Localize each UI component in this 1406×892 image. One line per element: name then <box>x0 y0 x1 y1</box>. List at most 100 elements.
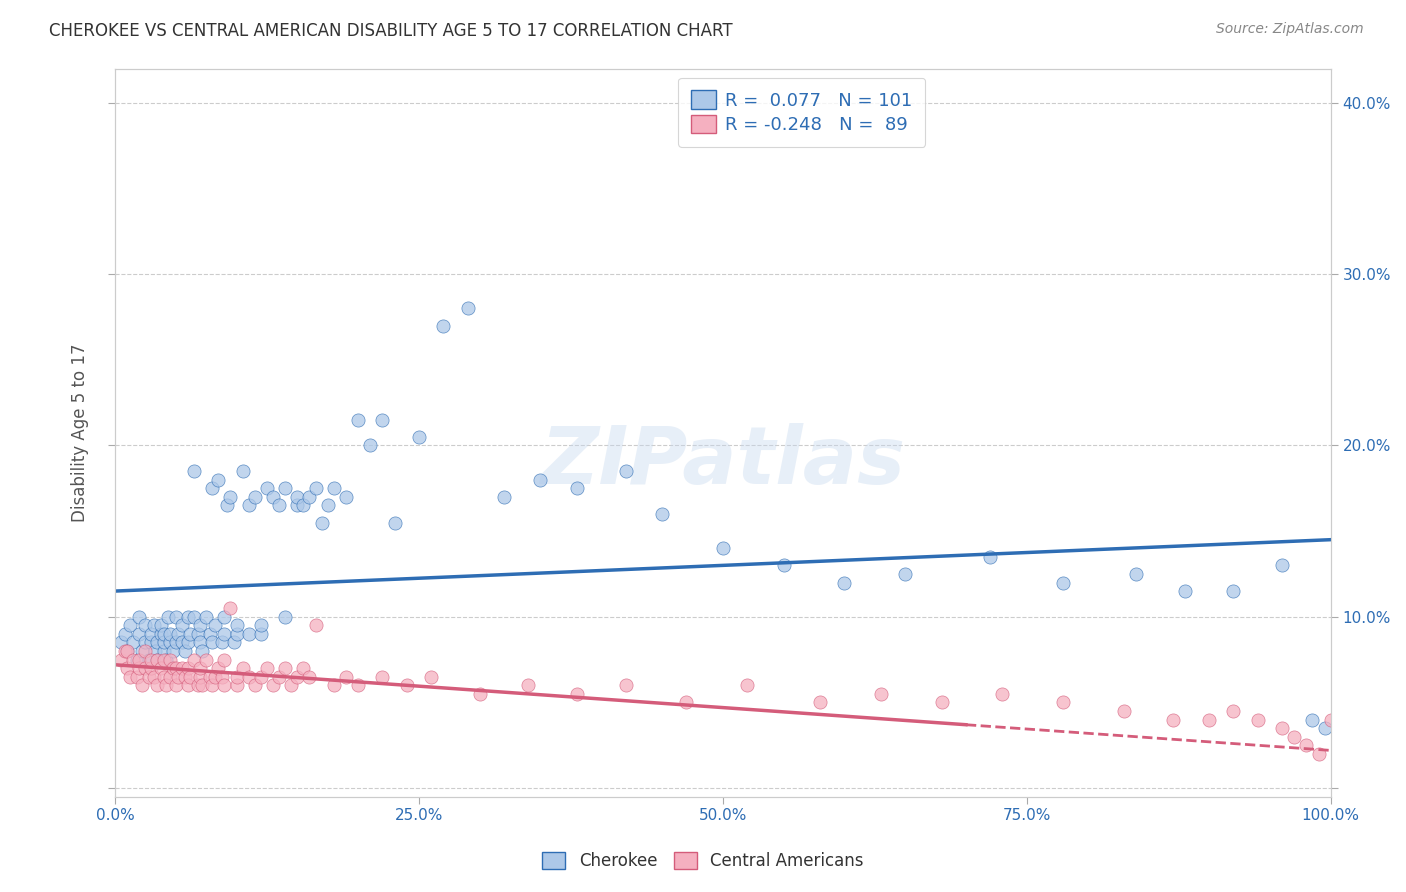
Text: Source: ZipAtlas.com: Source: ZipAtlas.com <box>1216 22 1364 37</box>
Point <box>128 661 150 675</box>
Point <box>262 490 284 504</box>
Point <box>651 507 673 521</box>
Legend: R =  0.077   N = 101, R = -0.248   N =  89: R = 0.077 N = 101, R = -0.248 N = 89 <box>679 78 925 147</box>
Point <box>115 661 138 675</box>
Point <box>675 695 697 709</box>
Point <box>614 464 637 478</box>
Point <box>347 413 370 427</box>
Point <box>243 678 266 692</box>
Point <box>232 464 254 478</box>
Point <box>131 678 153 692</box>
Point <box>143 644 166 658</box>
Legend: Cherokee, Central Americans: Cherokee, Central Americans <box>536 845 870 877</box>
Point <box>142 618 165 632</box>
Point <box>110 652 132 666</box>
Point <box>232 661 254 675</box>
Point <box>187 627 209 641</box>
Point <box>285 490 308 504</box>
Point <box>165 678 187 692</box>
Point <box>735 678 758 692</box>
Point <box>179 670 201 684</box>
Point <box>110 635 132 649</box>
Point <box>177 635 200 649</box>
Point <box>134 644 156 658</box>
Point <box>201 678 224 692</box>
Point <box>1052 575 1074 590</box>
Point <box>141 652 163 666</box>
Point <box>183 652 205 666</box>
Point <box>432 318 454 333</box>
Point <box>492 490 515 504</box>
Point <box>1282 730 1305 744</box>
Point <box>225 670 247 684</box>
Point <box>134 618 156 632</box>
Point <box>225 678 247 692</box>
Point <box>225 627 247 641</box>
Point <box>292 661 315 675</box>
Point <box>772 558 794 573</box>
Point <box>165 609 187 624</box>
Point <box>170 661 193 675</box>
Point <box>165 635 187 649</box>
Point <box>115 644 138 658</box>
Point <box>134 661 156 675</box>
Point <box>256 481 278 495</box>
Point <box>134 635 156 649</box>
Point <box>214 627 236 641</box>
Point <box>138 670 160 684</box>
Point <box>114 644 136 658</box>
Point <box>280 678 302 692</box>
Text: CHEROKEE VS CENTRAL AMERICAN DISABILITY AGE 5 TO 17 CORRELATION CHART: CHEROKEE VS CENTRAL AMERICAN DISABILITY … <box>49 22 733 40</box>
Point <box>250 670 273 684</box>
Point <box>162 661 184 675</box>
Point <box>155 678 177 692</box>
Y-axis label: Disability Age 5 to 17: Disability Age 5 to 17 <box>72 343 89 522</box>
Point <box>174 644 197 658</box>
Point <box>211 635 233 649</box>
Point <box>198 670 221 684</box>
Point <box>1271 558 1294 573</box>
Point <box>146 652 169 666</box>
Point <box>274 609 297 624</box>
Point <box>1301 713 1323 727</box>
Point <box>1125 566 1147 581</box>
Point <box>1308 747 1330 761</box>
Point <box>167 670 190 684</box>
Point <box>159 635 181 649</box>
Point <box>211 670 233 684</box>
Point <box>159 670 181 684</box>
Point <box>1295 739 1317 753</box>
Point <box>285 499 308 513</box>
Point <box>311 516 333 530</box>
Point <box>188 670 211 684</box>
Point <box>322 481 344 495</box>
Point <box>262 678 284 692</box>
Point <box>517 678 540 692</box>
Point <box>274 661 297 675</box>
Point <box>1112 704 1135 718</box>
Point <box>128 627 150 641</box>
Point <box>150 661 173 675</box>
Point <box>238 627 260 641</box>
Point <box>238 670 260 684</box>
Point <box>457 301 479 316</box>
Point <box>146 635 169 649</box>
Point <box>183 609 205 624</box>
Point <box>1313 721 1336 735</box>
Point <box>214 609 236 624</box>
Point <box>162 644 184 658</box>
Point <box>201 481 224 495</box>
Point <box>195 652 218 666</box>
Point <box>152 644 174 658</box>
Point <box>894 566 917 581</box>
Point <box>141 635 163 649</box>
Point <box>219 490 242 504</box>
Point <box>152 635 174 649</box>
Point <box>1174 584 1197 599</box>
Text: ZIPatlas: ZIPatlas <box>540 423 905 500</box>
Point <box>238 499 260 513</box>
Point <box>420 670 443 684</box>
Point <box>979 549 1001 564</box>
Point <box>159 627 181 641</box>
Point <box>322 678 344 692</box>
